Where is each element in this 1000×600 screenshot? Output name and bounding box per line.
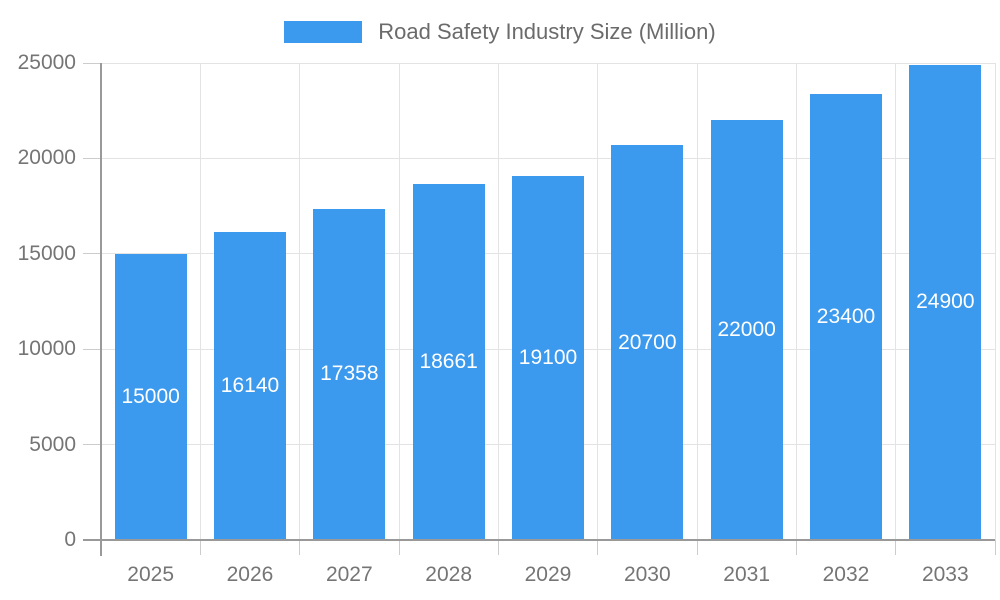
x-axis-label: 2033: [921, 563, 969, 586]
y-axis-label: 20000: [17, 146, 76, 170]
bar-2032[interactable]: 23400: [810, 93, 882, 540]
y-axis-line: [100, 63, 102, 556]
x-axis-label: 2030: [623, 563, 671, 586]
bar-value-label: 15000: [121, 384, 180, 408]
v-gridline: [497, 63, 499, 540]
bar-2030[interactable]: 20700: [611, 145, 684, 540]
bar-2028[interactable]: 18661: [412, 183, 485, 540]
x-axis-line: [83, 539, 995, 541]
y-axis-label: 25000: [17, 51, 76, 74]
y-axis-tick: [83, 444, 101, 446]
bar-value-label: 22000: [717, 318, 776, 342]
legend-label: Road Safety Industry Size (Million): [378, 19, 716, 44]
x-axis-label: 2027: [325, 563, 373, 586]
legend-item[interactable]: Road Safety Industry Size (Million): [284, 19, 716, 45]
bar-2029[interactable]: 19100: [512, 175, 584, 540]
y-axis-label: 15000: [17, 241, 76, 265]
x-axis-tick: [994, 540, 996, 555]
y-axis-tick: [83, 348, 101, 350]
v-gridline: [398, 63, 400, 540]
y-axis-label: 10000: [17, 337, 76, 361]
x-axis-label: 2029: [524, 563, 572, 586]
y-axis-label: 0: [64, 528, 76, 551]
bar-value-label: 24900: [916, 290, 975, 314]
x-axis-tick: [597, 540, 599, 555]
v-gridline: [795, 63, 797, 540]
bar-2025[interactable]: 15000: [114, 253, 187, 540]
chart-legend: Road Safety Industry Size (Million): [0, 19, 1000, 45]
bar-2026[interactable]: 16140: [214, 232, 286, 540]
y-axis-tick: [83, 157, 101, 159]
x-axis-label: 2031: [723, 563, 771, 586]
bar-value-label: 16140: [220, 374, 280, 398]
bar-value-label: 17358: [320, 362, 379, 386]
bar-value-label: 23400: [816, 304, 876, 328]
v-gridline: [994, 63, 996, 540]
h-gridline: [101, 157, 995, 159]
v-gridline: [597, 63, 599, 540]
y-axis-label: 5000: [29, 432, 76, 456]
x-axis-tick: [398, 540, 400, 555]
x-axis-tick: [895, 540, 897, 555]
x-axis-label: 2025: [127, 563, 175, 586]
x-axis-tick: [497, 540, 499, 555]
v-gridline: [299, 63, 301, 540]
bar-2031[interactable]: 22000: [710, 120, 783, 540]
y-axis-tick: [83, 253, 101, 255]
plot-area: 0 5000 10000 15000 20000 25000 15000 2025 16140 2…: [18, 52, 996, 586]
x-axis-label: 2032: [822, 563, 870, 586]
v-gridline: [696, 63, 698, 540]
x-axis-label: 2028: [425, 563, 473, 586]
bar-2027[interactable]: 17358: [313, 208, 386, 540]
y-axis-tick: [83, 63, 101, 64]
bar-2033[interactable]: 24900: [909, 64, 982, 540]
bar-value-label: 19100: [518, 345, 578, 369]
h-gridline: [101, 63, 995, 64]
x-axis-tick: [299, 540, 301, 555]
bar-value-label: 18661: [419, 349, 478, 373]
legend-swatch-icon: [284, 21, 363, 43]
v-gridline: [895, 63, 897, 540]
x-axis-label: 2026: [226, 563, 274, 586]
v-gridline: [199, 63, 201, 540]
x-axis-tick: [795, 540, 797, 555]
x-axis-tick: [696, 540, 698, 555]
bar-value-label: 20700: [618, 330, 677, 354]
x-axis-tick: [199, 540, 201, 555]
